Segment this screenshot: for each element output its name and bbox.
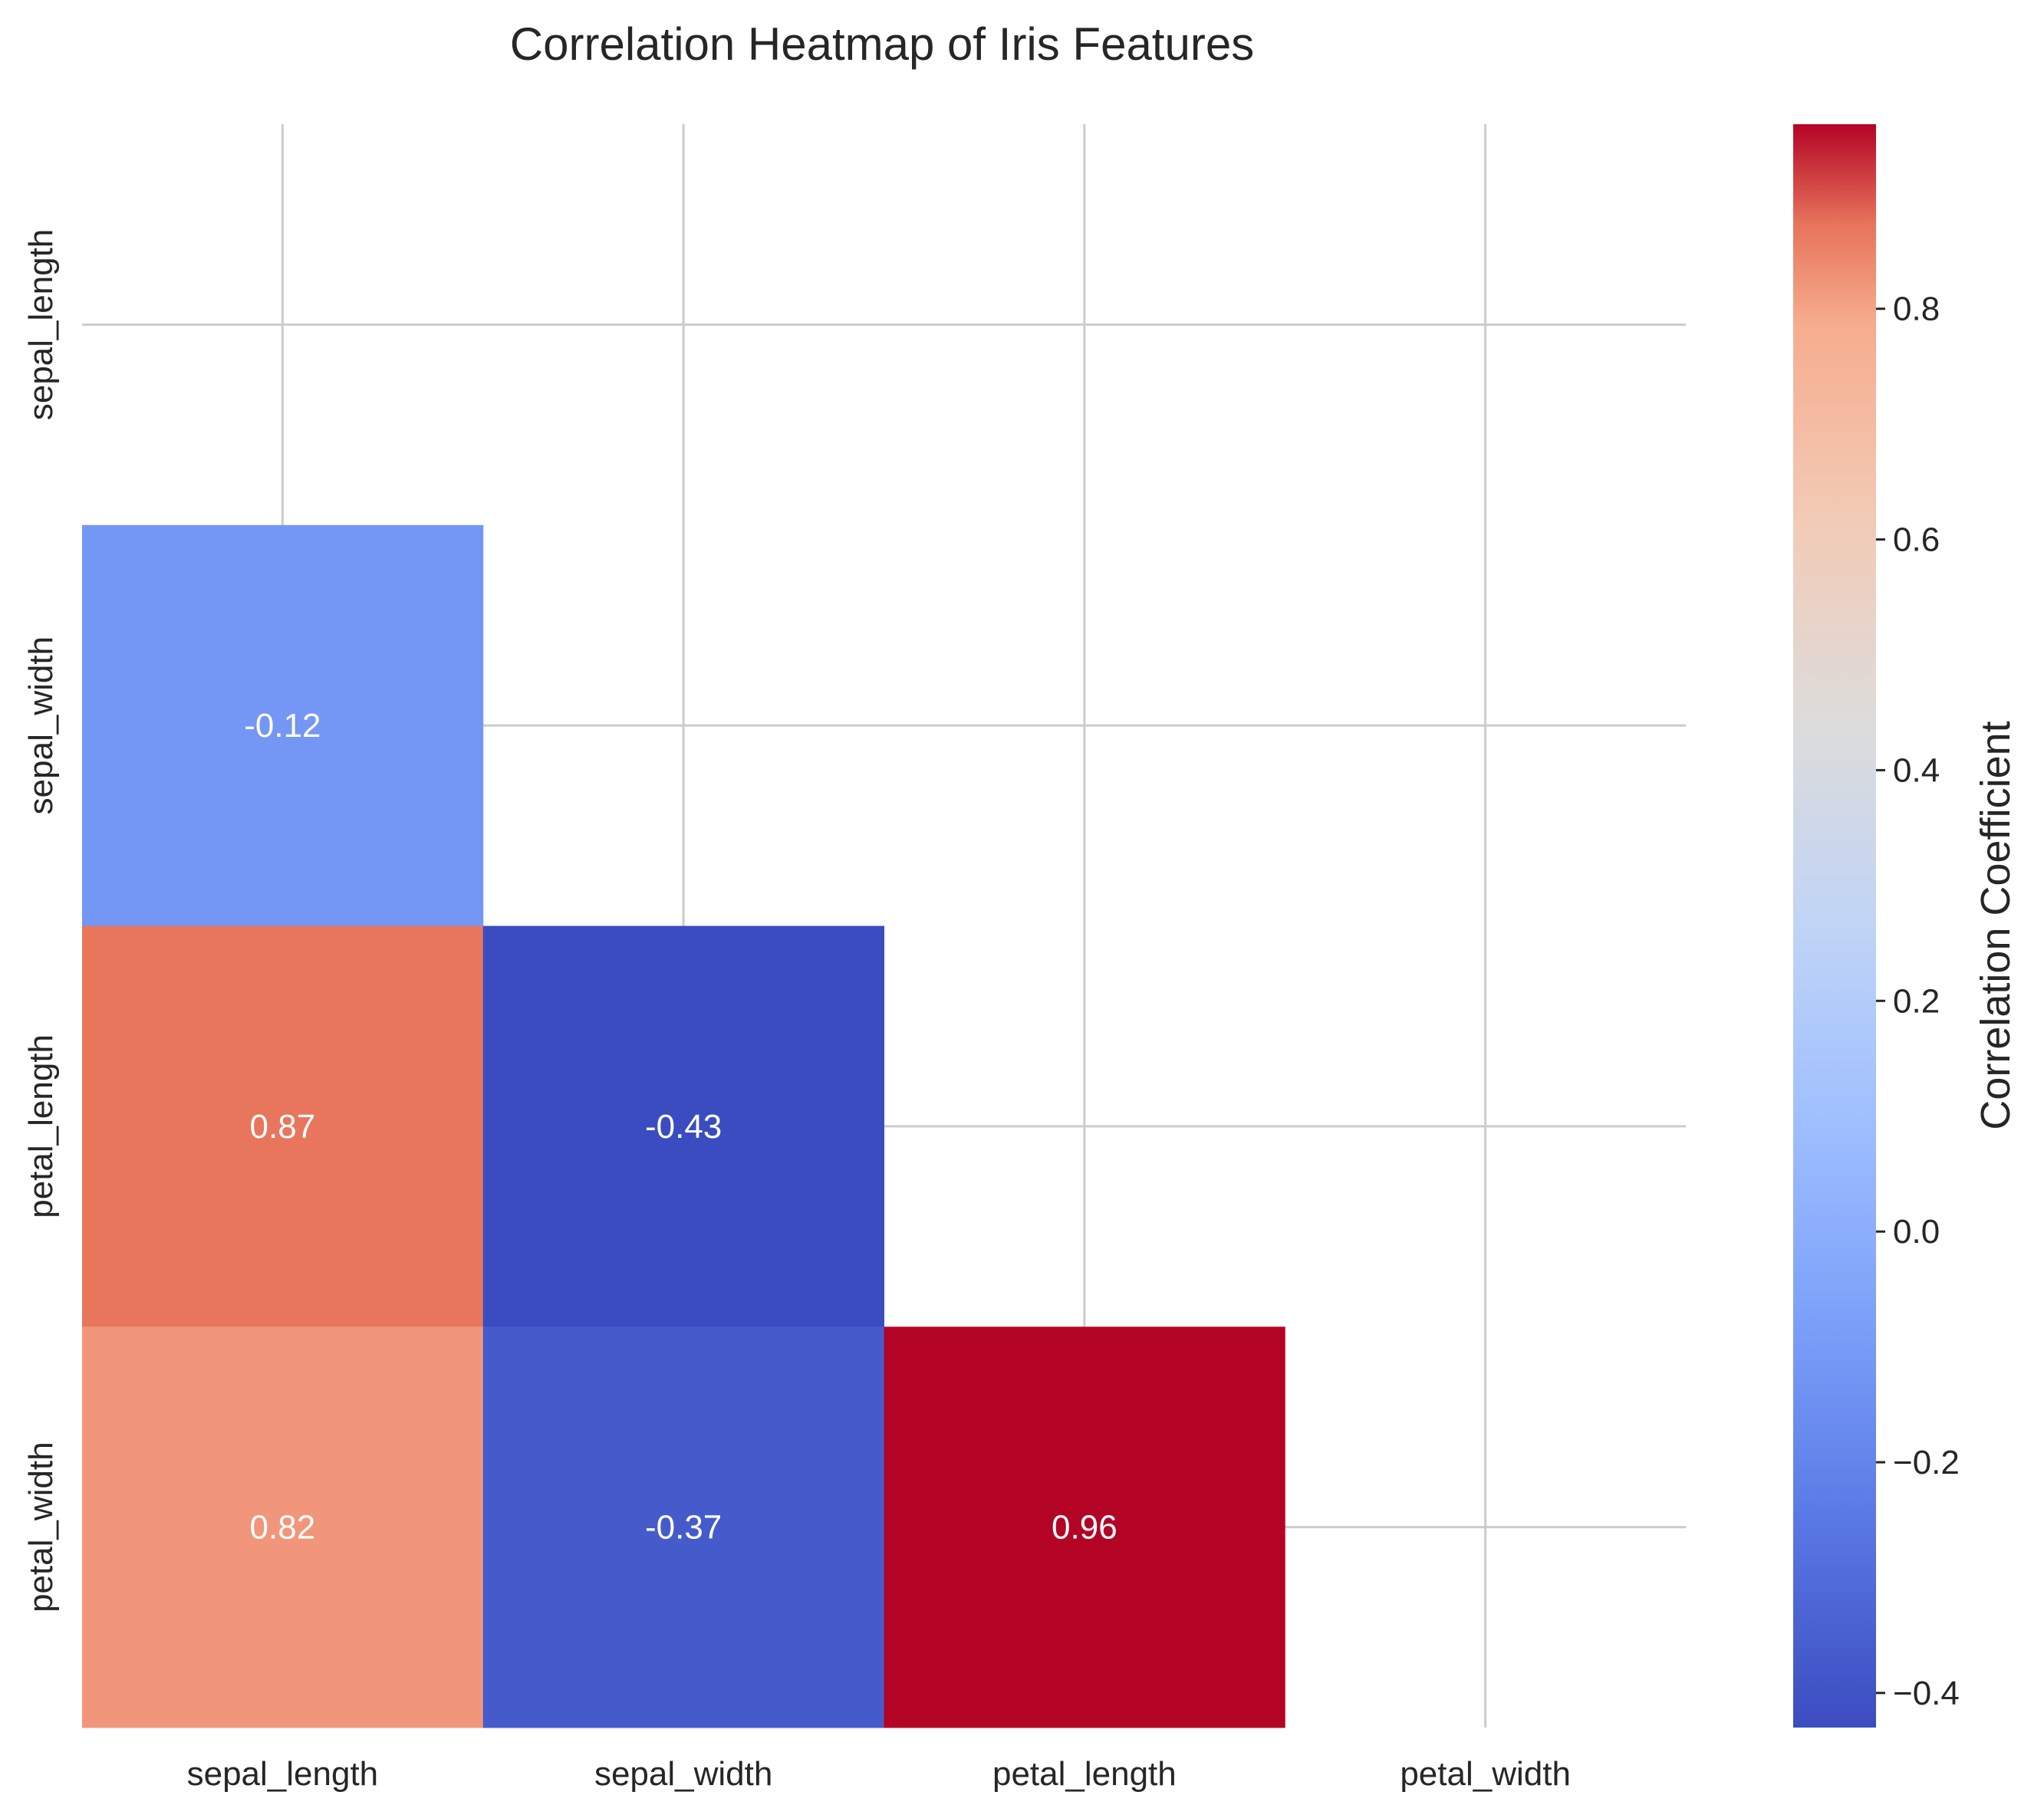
chart-title: Correlation Heatmap of Iris Features bbox=[510, 18, 1254, 70]
cell-value-labels: -0.12 0.87 -0.43 0.82 -0.37 0.96 bbox=[244, 707, 1117, 1547]
heatmap-cell bbox=[482, 1327, 884, 1728]
heatmap-cell bbox=[82, 1327, 484, 1728]
y-axis-tick-labels: sepal_length sepal_width petal_lengthpetal… bbox=[22, 229, 60, 1613]
x-tick-label: petal_width bbox=[1400, 1755, 1571, 1793]
colorbar-tick-label: 0.0 bbox=[1893, 1213, 1940, 1251]
cell-value-label: 0.87 bbox=[250, 1108, 316, 1146]
colorbar-tick-label: −0.4 bbox=[1893, 1675, 1960, 1712]
y-tick-label: petal_width bbox=[22, 1442, 60, 1613]
x-tick-label: sepal_width bbox=[594, 1755, 772, 1793]
colorbar-tick-label: 0.8 bbox=[1893, 291, 1940, 328]
heatmap-cell bbox=[82, 524, 484, 926]
x-axis-tick-labels: sepal_length sepal_width petal_length petal… bbox=[187, 1755, 1571, 1793]
colorbar-tick-label: −0.2 bbox=[1893, 1444, 1960, 1481]
colorbar-ticks: −0.4 −0.2 0.0 0.2 0.4 0.6 0.8 bbox=[1876, 291, 1960, 1712]
x-tick-label: sepal_length bbox=[187, 1755, 379, 1793]
colorbar-tick-label: 0.6 bbox=[1893, 521, 1940, 559]
colorbar-gradient bbox=[1793, 124, 1876, 1728]
colorbar-label: Correlation Coefficient bbox=[1973, 721, 2019, 1129]
cell-value-label: 0.82 bbox=[250, 1509, 316, 1547]
heatmap-cell bbox=[884, 1327, 1285, 1728]
cell-value-label: -0.43 bbox=[645, 1108, 722, 1146]
heatmap-cell bbox=[82, 926, 484, 1327]
cell-value-label: 0.96 bbox=[1052, 1509, 1117, 1547]
x-tick-label: petal_length bbox=[992, 1755, 1177, 1793]
y-tick-label: petal_length bbox=[22, 1034, 60, 1218]
colorbar-tick-label: 0.4 bbox=[1893, 751, 1940, 789]
heatmap-cells bbox=[82, 524, 1285, 1728]
y-tick-label: sepal_length bbox=[22, 229, 60, 421]
cell-value-label: -0.37 bbox=[645, 1509, 722, 1547]
heatmap-cell bbox=[482, 926, 884, 1327]
colorbar-tick-label: 0.2 bbox=[1893, 982, 1940, 1020]
colorbar: −0.4 −0.2 0.0 0.2 0.4 0.6 0.8 Correlation Coef… bbox=[1793, 124, 2019, 1728]
cell-value-label: -0.12 bbox=[244, 707, 321, 745]
y-tick-label: sepal_width bbox=[22, 636, 60, 814]
